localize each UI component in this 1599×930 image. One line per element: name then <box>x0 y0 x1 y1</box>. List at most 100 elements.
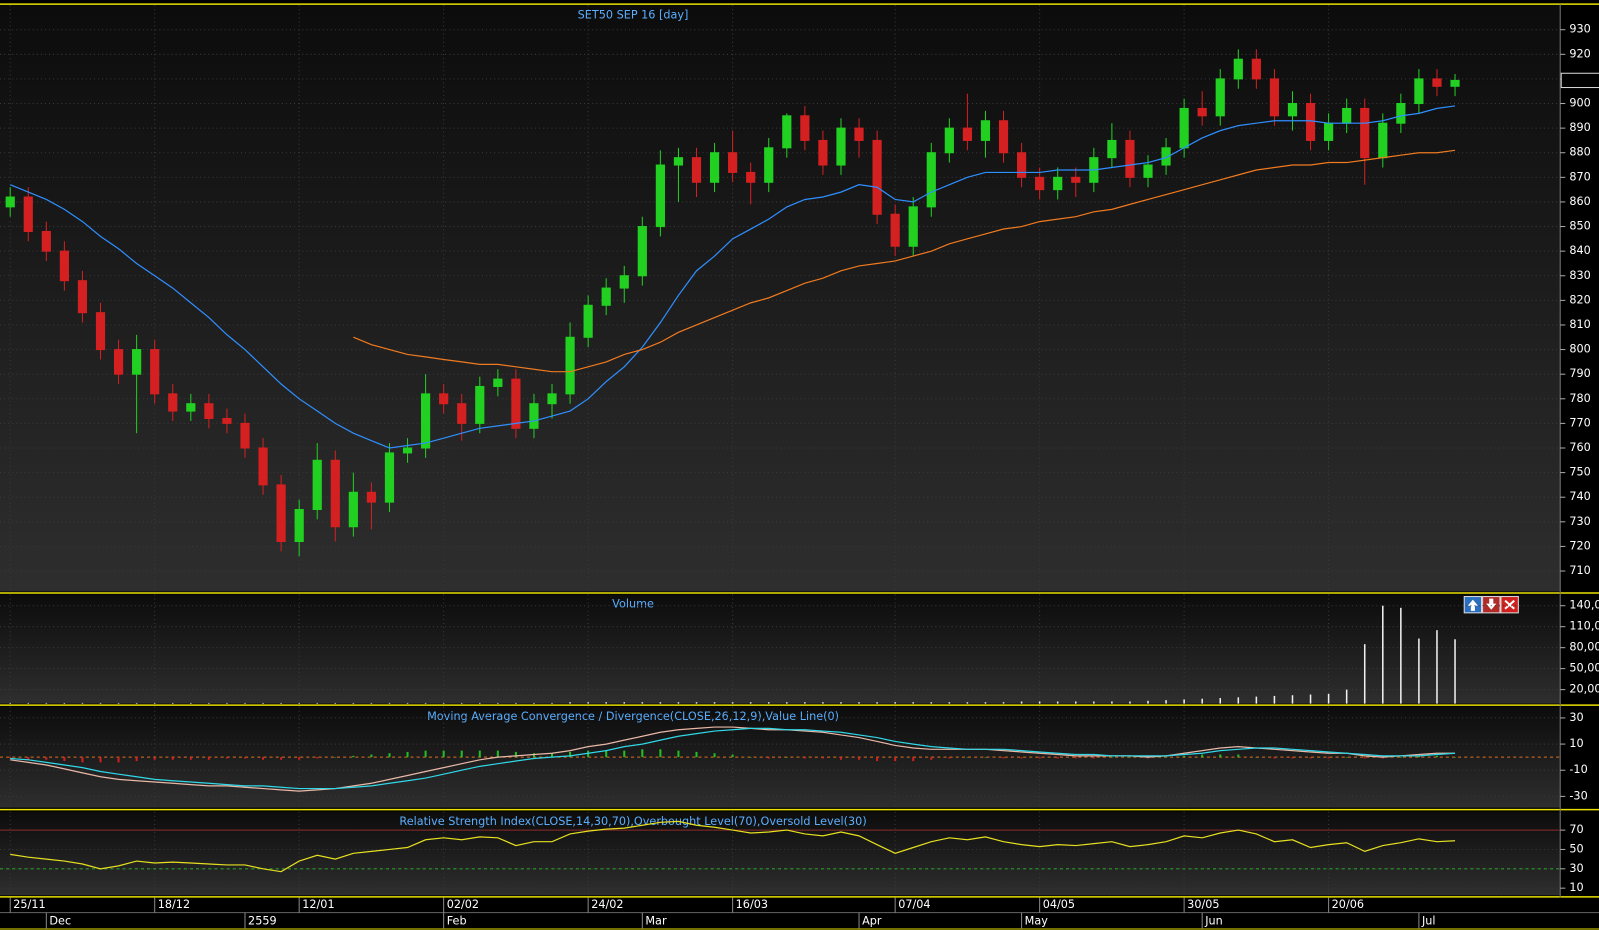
volume-bar <box>984 702 987 704</box>
y-tick-label: 20,000 <box>1569 683 1599 696</box>
x-month-label: Jun <box>1204 914 1223 927</box>
volume-bar <box>677 702 680 704</box>
candle-body <box>23 196 33 232</box>
macd-histogram-bar <box>1237 754 1240 758</box>
candle-body <box>926 152 936 208</box>
volume-bar <box>1183 699 1185 704</box>
candle-body <box>1378 122 1388 159</box>
candle-body <box>1233 58 1243 80</box>
volume-bar <box>1129 701 1131 704</box>
volume-bar <box>244 702 246 704</box>
volume-bar <box>1327 693 1330 704</box>
macd-histogram-bar <box>117 757 120 763</box>
macd-histogram-bar <box>99 757 102 763</box>
volume-bar <box>497 702 499 704</box>
macd-histogram-bar <box>298 757 301 760</box>
volume-bar <box>912 702 914 704</box>
y-tick-label: 850 <box>1569 220 1590 233</box>
y-tick-label: 110,000 <box>1569 620 1599 633</box>
volume-bar <box>587 702 589 704</box>
candle-body <box>222 417 232 424</box>
candle-body <box>1432 78 1442 87</box>
candle-body <box>908 206 918 247</box>
volume-bar <box>641 702 644 704</box>
candle-body <box>890 213 900 247</box>
candle-body <box>384 452 395 503</box>
volume-bar <box>460 702 463 704</box>
y-tick-label: 30 <box>1569 711 1583 724</box>
candle-body <box>1414 78 1424 105</box>
up-icon <box>1467 599 1479 611</box>
y-tick-label: 760 <box>1569 441 1590 454</box>
candle-body <box>1053 176 1063 191</box>
candle-body <box>800 115 810 141</box>
y-tick-label: 930 <box>1569 23 1590 36</box>
candle-body <box>258 447 268 486</box>
macd-histogram-bar <box>785 757 788 758</box>
macd-histogram-bar <box>1454 757 1457 758</box>
panel-title: Volume <box>612 598 654 611</box>
volume-bar <box>117 702 120 704</box>
macd-histogram-bar <box>81 757 84 763</box>
macd-histogram-bar <box>677 750 680 758</box>
volume-bar <box>695 702 698 704</box>
macd-histogram-bar <box>370 754 373 758</box>
volume-bar <box>1074 701 1077 704</box>
candle-body <box>655 164 665 228</box>
candle-body <box>601 287 611 306</box>
y-tick-label: 790 <box>1569 367 1590 380</box>
y-tick-label: 730 <box>1569 515 1590 528</box>
y-tick-label: 860 <box>1569 195 1590 208</box>
macd-histogram-bar <box>1165 757 1168 758</box>
macd-histogram-bar <box>803 757 806 759</box>
volume-bar <box>767 702 770 704</box>
candle-body <box>980 120 991 141</box>
moving-average-line <box>353 149 1456 373</box>
candle-body <box>709 152 720 183</box>
volume-bar <box>1382 605 1384 704</box>
volume-bar <box>1147 700 1149 704</box>
candle-body <box>276 484 286 543</box>
volume-bar <box>966 702 969 704</box>
candle-body <box>330 459 340 528</box>
macd-histogram-bar <box>1183 755 1186 758</box>
candle-body <box>1396 103 1406 124</box>
candle-body <box>962 127 972 141</box>
volume-bar <box>1219 698 1222 704</box>
volume-bar <box>1291 695 1294 704</box>
macd-histogram-bar <box>966 757 969 758</box>
y-tick-label: 830 <box>1569 269 1590 282</box>
macd-histogram-bar <box>948 757 951 759</box>
y-tick-label: 820 <box>1569 293 1590 306</box>
volume-bar <box>63 702 66 704</box>
candle-body <box>1035 176 1045 191</box>
candle-body <box>1251 58 1261 80</box>
volume-bar <box>135 702 138 704</box>
y-tick-label: 740 <box>1569 490 1590 503</box>
candle-body <box>673 157 684 166</box>
macd-histogram-bar <box>894 757 897 762</box>
x-month-label: Apr <box>862 914 882 927</box>
macd-histogram-bar <box>858 757 861 760</box>
macd-histogram-bar <box>839 757 843 760</box>
macd-histogram-bar <box>352 755 355 758</box>
volume-bar <box>1436 630 1438 704</box>
volume-bar <box>749 702 752 704</box>
x-tick-label: 30/05 <box>1187 898 1219 911</box>
macd-histogram-bar <box>1363 757 1366 759</box>
y-tick-label: 920 <box>1569 47 1590 60</box>
macd-histogram-bar <box>334 757 337 758</box>
macd-histogram-bar <box>749 757 752 758</box>
macd-histogram-bar <box>189 757 192 760</box>
macd-histogram-bar <box>496 750 499 758</box>
volume-bar <box>45 702 48 704</box>
macd-histogram-bar <box>1219 754 1222 758</box>
macd-histogram-bar <box>1074 757 1077 759</box>
candle-body <box>836 127 846 166</box>
macd-histogram-bar <box>1092 757 1095 759</box>
macd-histogram-bar <box>442 750 445 758</box>
macd-histogram-bar <box>262 757 265 760</box>
volume-bar <box>1363 644 1366 704</box>
candle-body <box>1143 164 1153 178</box>
